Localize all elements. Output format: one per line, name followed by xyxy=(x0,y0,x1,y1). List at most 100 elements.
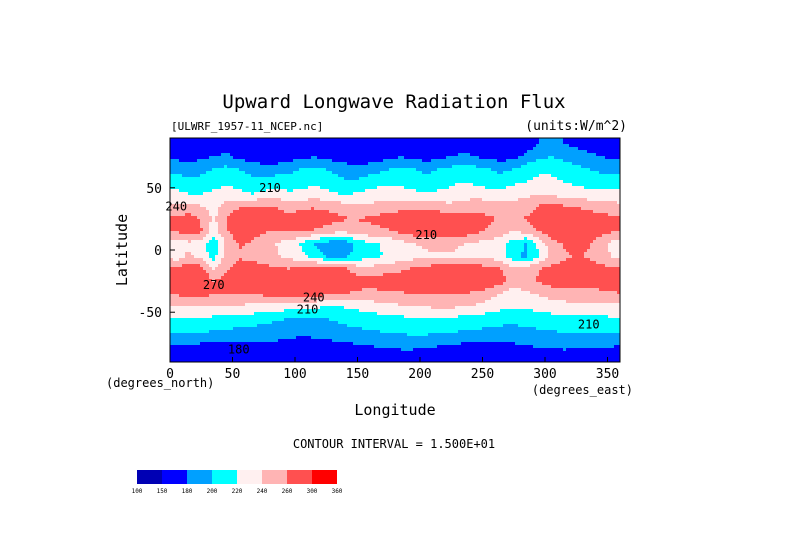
field-cell xyxy=(170,207,174,211)
field-cell xyxy=(467,207,471,211)
field-cell xyxy=(284,156,288,160)
field-cell xyxy=(350,228,354,232)
field-cell xyxy=(302,198,306,202)
field-cell xyxy=(518,156,522,160)
field-cell xyxy=(245,237,249,241)
field-cell xyxy=(314,210,318,214)
field-cell xyxy=(515,186,519,190)
field-cell xyxy=(410,216,414,220)
field-cell xyxy=(596,222,600,226)
field-cell xyxy=(365,150,369,154)
field-cell xyxy=(599,231,603,235)
field-cell xyxy=(434,165,438,169)
field-cell xyxy=(380,147,384,151)
field-cell xyxy=(314,207,318,211)
field-cell xyxy=(293,186,297,190)
field-cell xyxy=(308,180,312,184)
field-cell xyxy=(323,192,327,196)
field-cell xyxy=(185,183,189,187)
field-cell xyxy=(233,216,237,220)
field-cell xyxy=(449,162,453,166)
field-cell xyxy=(476,153,480,157)
field-cell xyxy=(248,153,252,157)
field-cell xyxy=(176,201,180,205)
field-cell xyxy=(416,144,420,148)
field-cell xyxy=(389,192,393,196)
field-cell xyxy=(179,144,183,148)
field-cell xyxy=(170,171,174,175)
field-cell xyxy=(509,207,513,211)
field-cell xyxy=(191,204,195,208)
field-cell xyxy=(419,207,423,211)
field-cell xyxy=(536,180,540,184)
field-cell xyxy=(560,219,564,223)
field-cell xyxy=(200,159,204,163)
field-cell xyxy=(536,210,540,214)
field-cell xyxy=(578,153,582,157)
field-cell xyxy=(617,222,621,226)
field-cell xyxy=(173,150,177,154)
field-cell xyxy=(473,228,477,232)
field-cell xyxy=(602,189,606,193)
field-cell xyxy=(311,219,315,223)
field-cell xyxy=(494,138,498,142)
field-cell xyxy=(527,222,531,226)
field-cell xyxy=(467,156,471,160)
field-cell xyxy=(305,192,309,196)
field-cell xyxy=(458,171,462,175)
field-cell xyxy=(569,177,573,181)
field-cell xyxy=(545,147,549,151)
field-cell xyxy=(341,216,345,220)
field-cell xyxy=(323,189,327,193)
field-cell xyxy=(284,219,288,223)
field-cell xyxy=(338,204,342,208)
field-cell xyxy=(554,141,558,145)
field-cell xyxy=(611,168,615,172)
field-cell xyxy=(524,180,528,184)
field-cell xyxy=(473,150,477,154)
field-cell xyxy=(317,144,321,148)
field-cell xyxy=(542,144,546,148)
field-cell xyxy=(500,195,504,199)
field-cell xyxy=(275,138,279,142)
field-cell xyxy=(416,138,420,142)
field-cell xyxy=(518,171,522,175)
field-cell xyxy=(248,162,252,166)
field-cell xyxy=(557,186,561,190)
field-cell xyxy=(338,228,342,232)
field-cell xyxy=(233,174,237,178)
field-cell xyxy=(203,147,207,151)
field-cell xyxy=(611,222,615,226)
field-cell xyxy=(200,228,204,232)
field-cell xyxy=(521,183,525,187)
field-cell xyxy=(368,138,372,142)
field-cell xyxy=(182,186,186,190)
field-cell xyxy=(572,216,576,220)
field-cell xyxy=(299,147,303,151)
field-cell xyxy=(275,168,279,172)
field-cell xyxy=(185,186,189,190)
field-cell xyxy=(605,189,609,193)
field-cell xyxy=(584,234,588,238)
field-cell xyxy=(485,147,489,151)
field-cell xyxy=(545,207,549,211)
field-cell xyxy=(332,189,336,193)
field-cell xyxy=(344,189,348,193)
field-cell xyxy=(563,189,567,193)
field-cell xyxy=(428,204,432,208)
field-cell xyxy=(347,231,351,235)
field-cell xyxy=(428,153,432,157)
field-cell xyxy=(374,219,378,223)
field-cell xyxy=(245,234,249,238)
field-cell xyxy=(563,177,567,181)
field-cell xyxy=(275,144,279,148)
field-cell xyxy=(275,186,279,190)
field-cell xyxy=(272,219,276,223)
field-cell xyxy=(488,216,492,220)
field-cell xyxy=(290,186,294,190)
field-cell xyxy=(233,234,237,238)
field-cell xyxy=(617,204,621,208)
field-cell xyxy=(212,183,216,187)
field-cell xyxy=(260,150,264,154)
field-cell xyxy=(296,219,300,223)
